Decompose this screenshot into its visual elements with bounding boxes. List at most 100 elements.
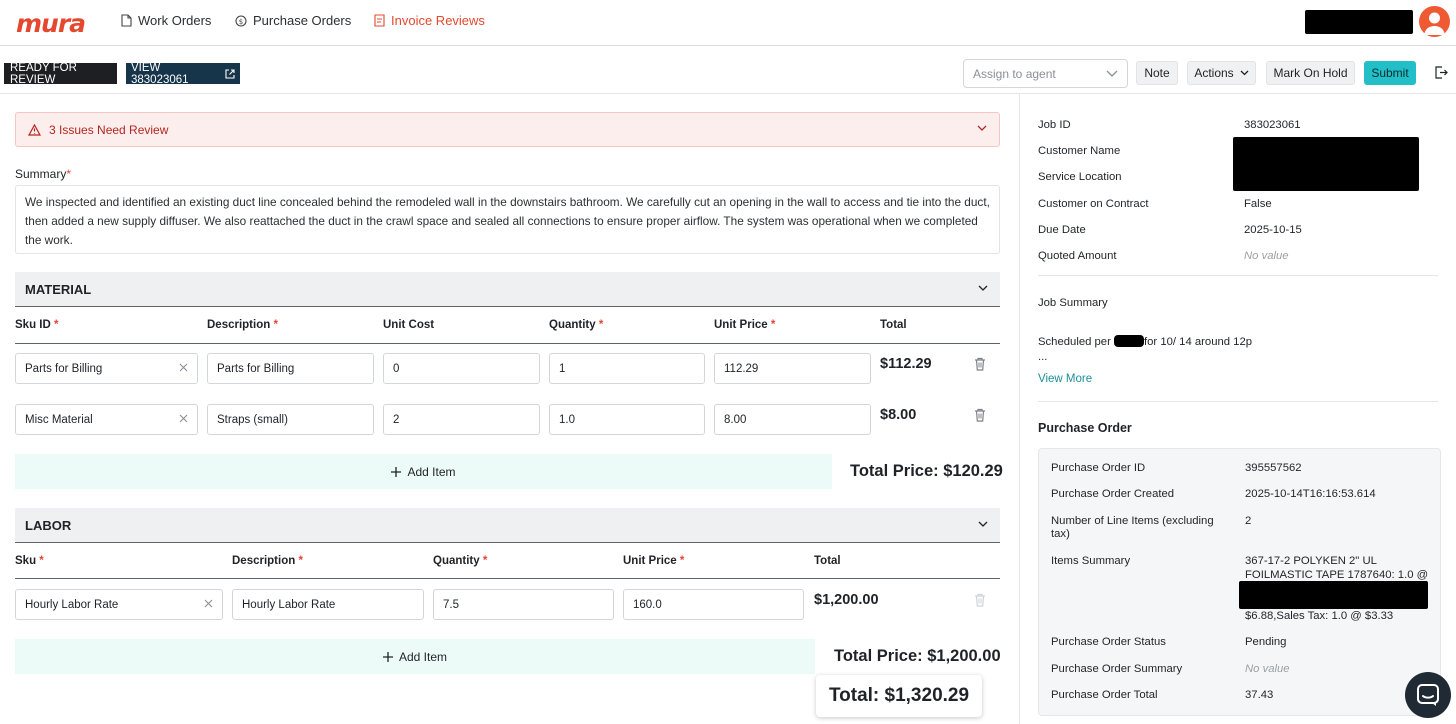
unit-cost-input[interactable]: 0 — [383, 353, 540, 384]
po-field-value: 2025-10-14T16:16:53.614 — [1245, 488, 1376, 500]
chat-icon — [1417, 684, 1439, 706]
trash-icon[interactable] — [974, 408, 986, 422]
labor-header-unit-price: Unit Price * — [623, 555, 685, 567]
material-header-description: Description * — [207, 319, 278, 331]
labor-title: LABOR — [25, 517, 72, 533]
po-items-line1: 367-17-2 POLYKEN 2" UL — [1245, 555, 1377, 567]
quantity-input[interactable]: 7.5 — [433, 589, 614, 620]
unit-price-input[interactable]: 112.29 — [714, 353, 871, 384]
job-field-key: Job ID — [1038, 119, 1071, 131]
add-item-label: Add Item — [407, 464, 456, 479]
redacted-customer-info — [1233, 137, 1419, 191]
job-summary-text: Scheduled per for 10/ 14 around 12p — [1038, 335, 1253, 348]
job-field-key: Service Location — [1038, 171, 1122, 183]
job-summary-label: Job Summary — [1038, 297, 1108, 309]
nav-purchase-orders[interactable]: $ Purchase Orders — [235, 13, 351, 28]
po-field-key: Purchase Order ID — [1051, 462, 1146, 474]
po-field-key: Items Summary — [1051, 555, 1131, 567]
po-field-key: Purchase Order Total — [1051, 689, 1158, 701]
job-field-key: Quoted Amount — [1038, 250, 1117, 262]
labor-header-quantity: Quantity * — [433, 555, 488, 567]
actions-button[interactable]: Actions — [1187, 61, 1256, 85]
po-field-key: Purchase Order Status — [1051, 636, 1166, 648]
labor-header-total: Total — [814, 555, 841, 567]
plus-icon — [382, 651, 393, 662]
labor-header-sku: Sku * — [15, 555, 44, 567]
chevron-down-icon — [978, 285, 988, 291]
sku-input[interactable]: Parts for Billing — [15, 353, 198, 384]
summary-label: Summary* — [15, 167, 72, 181]
unit-price-input[interactable]: 8.00 — [714, 404, 871, 435]
po-field-value: No value — [1245, 663, 1290, 675]
material-title: MATERIAL — [25, 281, 92, 297]
job-field-value: 383023061 — [1244, 119, 1301, 131]
po-items-line3: $6.88,Sales Tax: 1.0 @ $3.33 — [1245, 610, 1394, 622]
trash-icon[interactable] — [974, 357, 986, 371]
po-field-key: Purchase Order Created — [1051, 488, 1175, 500]
nav-invoice-reviews[interactable]: Invoice Reviews — [374, 13, 485, 28]
material-header-unit-cost: Unit Cost — [383, 319, 435, 331]
note-button[interactable]: Note — [1136, 61, 1178, 85]
divider — [1038, 275, 1438, 276]
person-icon — [1424, 12, 1445, 35]
user-avatar[interactable] — [1419, 6, 1450, 37]
job-field-value: No value — [1244, 250, 1289, 262]
quantity-input[interactable]: 1.0 — [549, 404, 705, 435]
quantity-input[interactable]: 1 — [549, 353, 705, 384]
description-input[interactable]: Parts for Billing — [207, 353, 374, 384]
panel-divider — [1019, 94, 1020, 724]
row-total: $112.29 — [880, 356, 932, 372]
nav-label: Purchase Orders — [253, 13, 352, 28]
row-total: $8.00 — [880, 407, 917, 423]
clear-icon[interactable] — [204, 599, 213, 608]
po-field-value: Pending — [1245, 636, 1287, 648]
view-more-link[interactable]: View More — [1038, 373, 1093, 385]
labor-header-description: Description * — [232, 555, 303, 567]
material-total-price: Total Price: $120.29 — [850, 462, 1003, 480]
alert-text: 3 Issues Need Review — [49, 122, 169, 137]
unit-price-input[interactable]: 160.0 — [623, 589, 804, 620]
po-items-line2: FOILMASTIC TAPE 1787640: 1.0 @ — [1245, 569, 1429, 581]
chevron-down-icon — [978, 521, 988, 527]
description-input[interactable]: Hourly Labor Rate — [232, 589, 424, 620]
labor-total-price: Total Price: $1,200.00 — [834, 647, 1001, 665]
redacted-name — [1114, 335, 1144, 347]
mura-logo[interactable]: mura — [16, 9, 86, 38]
mark-on-hold-button[interactable]: Mark On Hold — [1266, 61, 1355, 85]
purchase-order-title: Purchase Order — [1038, 421, 1132, 435]
chevron-down-icon — [1106, 70, 1118, 77]
job-field-key: Customer Name — [1038, 145, 1121, 157]
job-field-key: Customer on Contract — [1038, 198, 1149, 210]
clear-icon[interactable] — [179, 363, 188, 372]
submit-button[interactable]: Submit — [1364, 61, 1416, 85]
job-field-value: 2025-10-15 — [1244, 224, 1302, 236]
po-field-value: 2 — [1245, 515, 1252, 527]
sku-value: Parts for Billing — [25, 362, 103, 375]
description-input[interactable]: Straps (small) — [207, 404, 374, 435]
status-badge: READY FOR REVIEW — [4, 62, 117, 86]
sku-input[interactable]: Hourly Labor Rate — [15, 589, 223, 620]
add-labor-item-button[interactable]: Add Item — [15, 639, 815, 674]
issues-alert[interactable]: 3 Issues Need Review — [15, 112, 1000, 147]
divider — [15, 343, 1000, 344]
redacted-user-name — [1305, 10, 1413, 34]
view-job-link[interactable]: VIEW 383023061 — [126, 61, 240, 86]
add-material-item-button[interactable]: Add Item — [15, 454, 832, 489]
labor-section-header[interactable]: LABOR — [15, 508, 1000, 543]
nav-work-orders[interactable]: Work Orders — [121, 13, 211, 28]
unit-cost-input[interactable]: 2 — [383, 404, 540, 435]
sku-input[interactable]: Misc Material — [15, 404, 198, 435]
view-job-label: VIEW 383023061 — [131, 61, 189, 86]
chat-launcher-button[interactable] — [1405, 672, 1451, 718]
actions-label: Actions — [1194, 66, 1234, 80]
material-section-header[interactable]: MATERIAL — [15, 272, 1000, 307]
sku-value: Misc Material — [25, 413, 93, 426]
divider — [1038, 401, 1438, 402]
logout-icon[interactable] — [1435, 66, 1448, 79]
clear-icon[interactable] — [179, 414, 188, 423]
assign-agent-select[interactable]: Assign to agent — [963, 59, 1128, 88]
po-field-key: Purchase Order Summary — [1051, 663, 1183, 675]
document-icon — [121, 14, 132, 27]
po-field-value: 37.43 — [1245, 689, 1274, 701]
summary-textarea[interactable]: We inspected and identified an existing … — [15, 185, 1000, 254]
